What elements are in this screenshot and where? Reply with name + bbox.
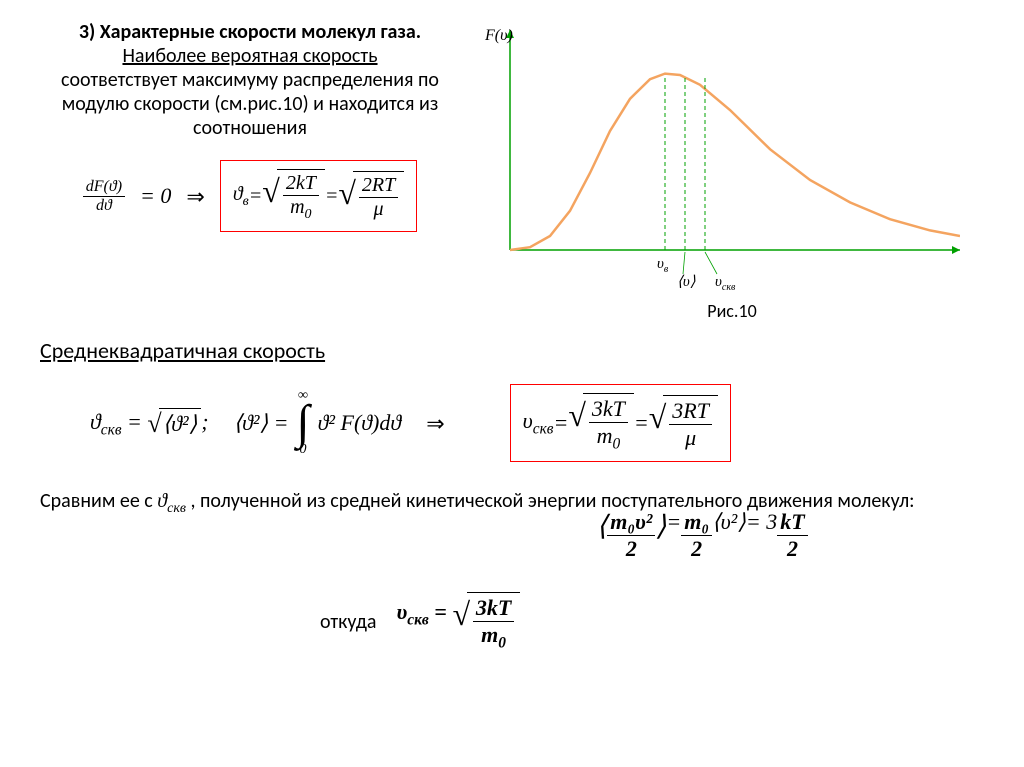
vb-eq2: = bbox=[325, 185, 339, 208]
whence-label: откуда bbox=[320, 610, 376, 634]
sqrt-3rt-mu: √ 3RT μ bbox=[649, 395, 718, 451]
page-title: 3) Характерные скорости молекул газа. bbox=[40, 20, 460, 44]
integral-sign: ∞ ∫ 0 bbox=[296, 388, 309, 458]
intro-text: соответствует максимуму распределения по… bbox=[40, 68, 460, 140]
para-before: Сравним ее с bbox=[40, 489, 157, 513]
vb-formula-box: ϑв = √ 2kT m0 = √ 2 bbox=[220, 160, 417, 232]
svg-text:υскв: υскв bbox=[715, 274, 736, 290]
top-section: 3) Характерные скорости молекул газа. На… bbox=[40, 20, 984, 322]
deriv-eq: = 0 bbox=[140, 183, 171, 209]
svg-text:F(υ): F(υ) bbox=[484, 27, 513, 44]
maxwell-distribution-chart: F(υ)υυв⟨υ⟩υскв bbox=[480, 20, 960, 290]
vb-lhs: ϑв bbox=[233, 183, 249, 210]
chart-column: F(υ)υυв⟨υ⟩υскв Рис.10 bbox=[480, 20, 984, 322]
figure-caption: Рис.10 bbox=[480, 300, 984, 322]
vskv-eq2: = bbox=[634, 410, 649, 436]
vskv-lhs: υскв bbox=[523, 408, 554, 438]
mean-sq-integral: ⟨ϑ²⟩ = ∞ ∫ 0 ϑ² F(ϑ)dϑ bbox=[234, 388, 402, 458]
sqrt-3kt-m0: √ 3kT m0 bbox=[568, 393, 634, 453]
sqrt-2kt-m0: √ 2kT m0 bbox=[262, 169, 325, 223]
comparison-paragraph: Сравним ее с ϑскв , полученной из средне… bbox=[40, 487, 984, 519]
vskv-formula-box: υскв = √ 3kT m0 = √ 3RT μ bbox=[510, 384, 731, 462]
svg-text:υв: υв bbox=[657, 256, 669, 275]
rms-heading: Среднеквадратичная скорость bbox=[40, 337, 984, 364]
arrow-icon: ⇒ bbox=[186, 183, 204, 210]
final-formula: υскв = √ 3kT m0 bbox=[396, 592, 520, 652]
rms-formula-row: ϑскв = √⟨ϑ²⟩; ⟨ϑ²⟩ = ∞ ∫ 0 ϑ² F(ϑ)dϑ ⇒ υ… bbox=[90, 384, 984, 462]
subtitle: Наиболее вероятная скорость bbox=[40, 44, 460, 68]
vb-eq: = bbox=[249, 185, 263, 208]
svg-text:⟨υ⟩: ⟨υ⟩ bbox=[677, 274, 696, 290]
text-column: 3) Характерные скорости молекул газа. На… bbox=[40, 20, 460, 322]
derivative-formula: dF(ϑ) dϑ = 0 ⇒ ϑв = √ 2kT m0 = bbox=[40, 160, 460, 232]
final-formula-row: откуда υскв = √ 3kT m0 bbox=[320, 592, 984, 652]
skv-def: ϑскв = √⟨ϑ²⟩; bbox=[90, 408, 209, 439]
sqrt-2rt-mu: √ 2RT μ bbox=[338, 171, 404, 221]
deriv-num: dF(ϑ) bbox=[83, 178, 125, 197]
derivative-fraction: dF(ϑ) dϑ bbox=[83, 178, 125, 215]
vskv-eq: = bbox=[553, 410, 568, 436]
arrow-icon: ⇒ bbox=[426, 410, 444, 437]
deriv-den: dϑ bbox=[83, 197, 125, 215]
